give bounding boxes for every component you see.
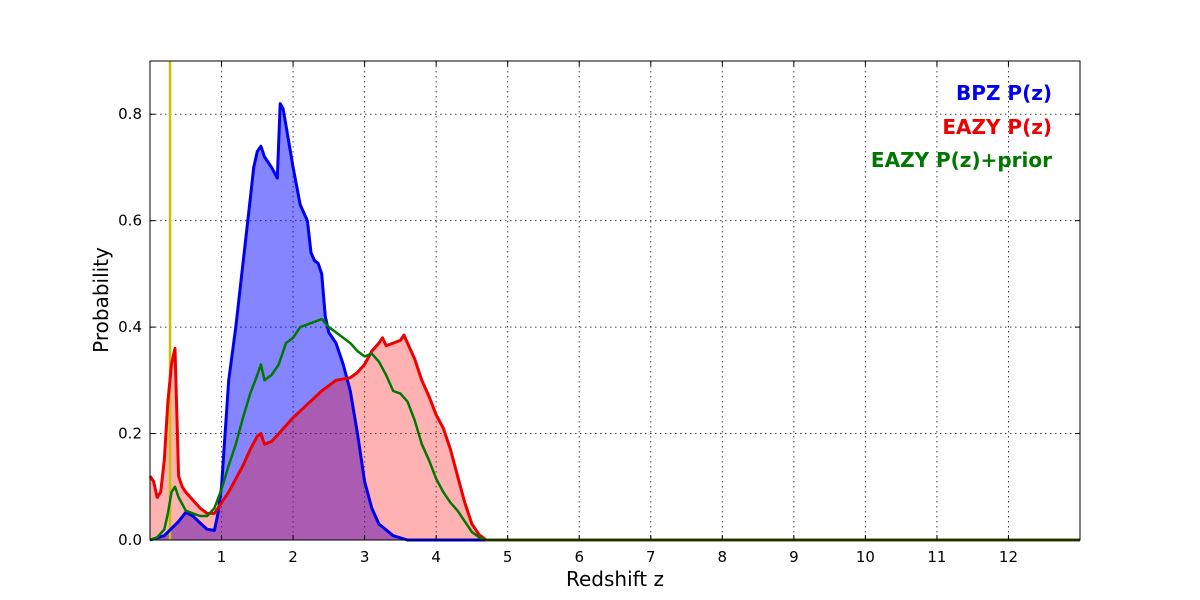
x-tick-label: 12 [999, 548, 1018, 566]
series-line-2 [149, 317, 1080, 542]
x-tick-label: 10 [856, 548, 875, 566]
plot-frame [149, 60, 1081, 541]
x-tick-label: 7 [646, 548, 656, 566]
y-tick-label: 0.8 [118, 105, 142, 123]
y-axis-label: Probability [89, 247, 113, 353]
series-line-0 [149, 102, 1080, 542]
legend-entry-eazy-prior: EAZY P(z)+prior [871, 148, 1052, 172]
series-area-0 [150, 103, 1080, 540]
x-tick-label: 6 [574, 548, 584, 566]
x-tick-label: 1 [217, 548, 227, 566]
series-lines [148, 102, 1080, 542]
axis-ticks: 1 2 3 4 5 6 7 8 9 10 11 120.00.20.40.60.8 [118, 61, 1080, 566]
y-tick-label: 0.4 [118, 318, 142, 336]
x-tick-label: 9 [789, 548, 799, 566]
legend: BPZ P(z) EAZY P(z) EAZY P(z)+prior [871, 81, 1052, 172]
y-tick-label: 0.6 [118, 212, 142, 230]
y-tick-label: 0.2 [118, 425, 142, 443]
x-tick-label: 3 [360, 548, 370, 566]
series-area-1 [150, 335, 1080, 540]
x-tick-label: 5 [503, 548, 513, 566]
y-tick-label: 0.0 [118, 531, 142, 549]
x-tick-label: 8 [718, 548, 728, 566]
legend-entry-bpz: BPZ P(z) [956, 81, 1052, 105]
x-tick-label: 2 [288, 548, 298, 566]
x-axis-label: Redshift z [566, 567, 664, 591]
series-line-1 [148, 333, 1080, 542]
series-fills [150, 103, 1080, 540]
grid [150, 61, 1080, 540]
x-tick-label: 11 [927, 548, 946, 566]
x-tick-label: 4 [431, 548, 441, 566]
legend-entry-eazy: EAZY P(z) [942, 115, 1052, 139]
